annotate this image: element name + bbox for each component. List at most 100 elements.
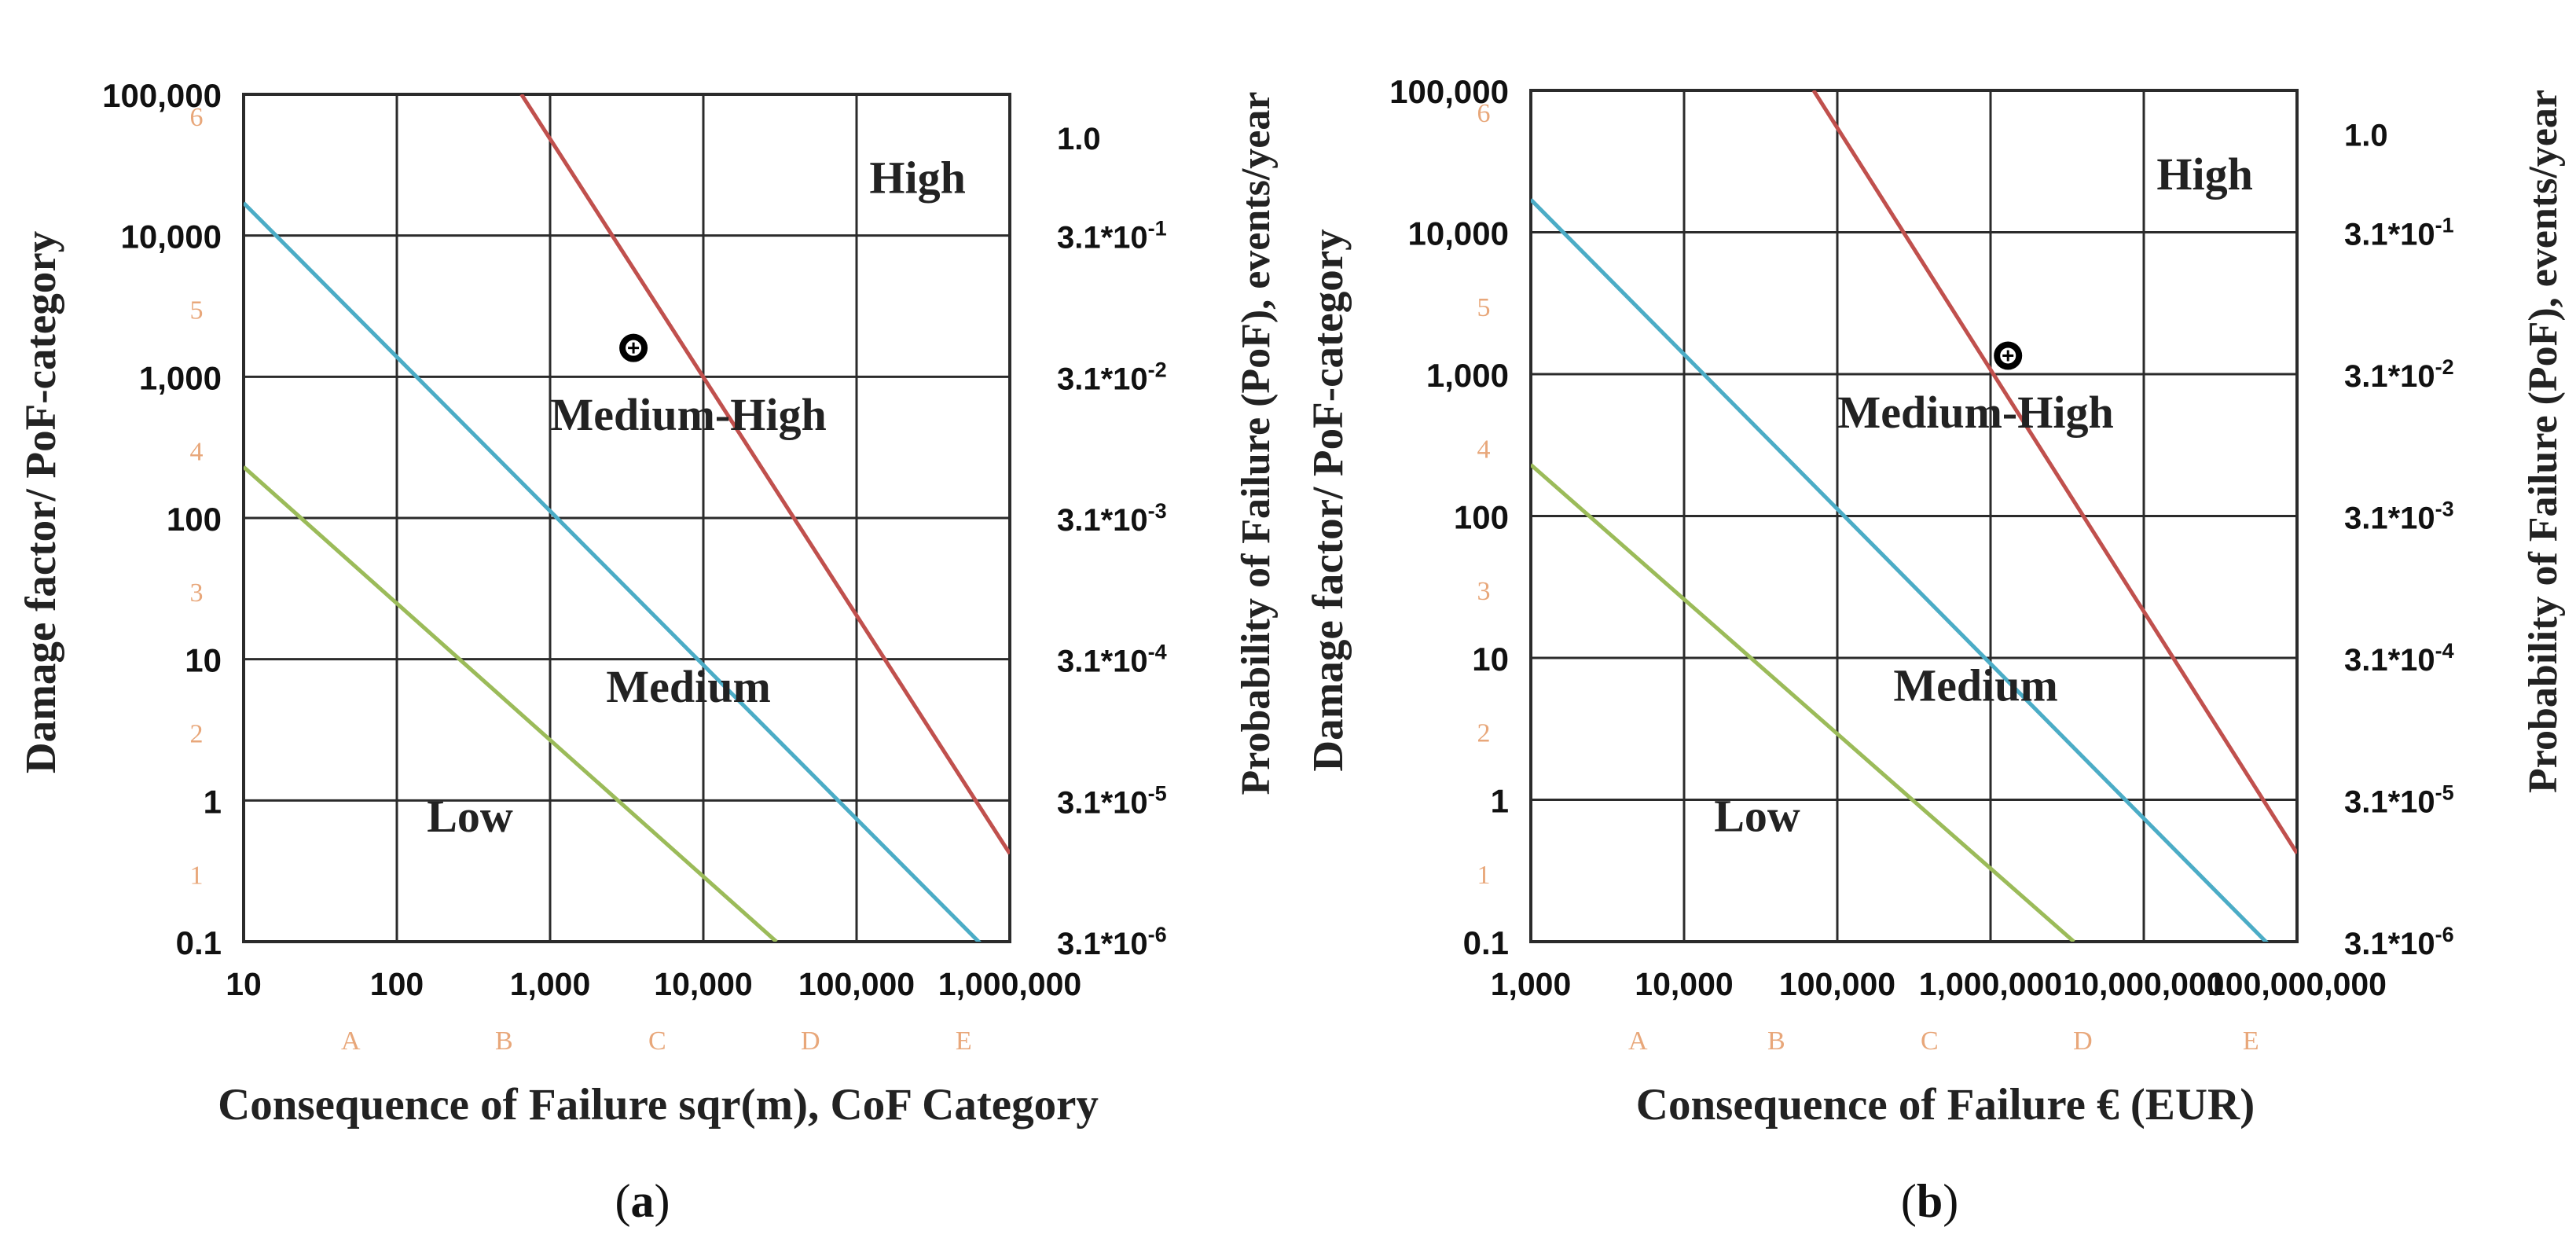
region-label-medium-high: Medium-High bbox=[1837, 387, 2113, 438]
right-tick-base: 3.1*10 bbox=[1057, 221, 1148, 255]
y-axis-title-right: Probability of Failure (PoF), events/yea… bbox=[1234, 92, 1279, 795]
right-tick-label: 3.1*10-5 bbox=[1057, 781, 1167, 820]
pof-category-label: 3 bbox=[1477, 577, 1491, 606]
right-tick-exponent: -3 bbox=[2435, 498, 2454, 521]
panel-a: High Medium-High Medium Low 0.1 1 10 100 1,000 10… bbox=[17, 77, 1279, 1227]
y-tick-label: 1,000 bbox=[1426, 357, 1509, 394]
right-tick-base: 1.0 bbox=[2344, 118, 2388, 152]
right-tick-exponent: -4 bbox=[2435, 639, 2454, 663]
pof-category-label: 2 bbox=[1477, 718, 1491, 748]
x-axis-title: Consequence of Failure sqr(m), CoF Categ… bbox=[218, 1080, 1099, 1130]
right-tick-label: 3.1*10-3 bbox=[1057, 499, 1167, 538]
y-tick-label: 100 bbox=[167, 501, 222, 538]
cof-category-label: D bbox=[801, 1027, 820, 1056]
pof-category-label: 1 bbox=[190, 861, 204, 890]
panel-caption-open: ( bbox=[1901, 1175, 1917, 1227]
y-tick-label: 10,000 bbox=[1408, 215, 1509, 252]
right-tick-base: 1.0 bbox=[1057, 122, 1101, 156]
pof-category-label: 3 bbox=[190, 579, 204, 608]
right-tick-label: 3.1*10-6 bbox=[1057, 923, 1167, 961]
y-tick-label: 10,000 bbox=[121, 219, 222, 255]
region-label-medium: Medium bbox=[1893, 659, 2057, 711]
pof-category-label: 5 bbox=[190, 296, 204, 325]
right-tick-label: 3.1*10-2 bbox=[1057, 358, 1167, 396]
right-tick-label: 3.1*10-4 bbox=[1057, 641, 1167, 679]
y-tick-label: 0.1 bbox=[1463, 924, 1509, 961]
right-tick-exponent: -6 bbox=[1148, 923, 1167, 946]
region-label-high: High bbox=[2156, 149, 2253, 200]
right-tick-label: 3.1*10-5 bbox=[2344, 781, 2454, 820]
right-tick-exponent: -1 bbox=[1148, 217, 1167, 241]
right-tick-exponent: -4 bbox=[1148, 641, 1167, 664]
series-line-medium-high-boundary bbox=[1531, 198, 2269, 942]
plot-frame bbox=[1529, 89, 2299, 943]
series-line-medium-boundary bbox=[244, 465, 778, 942]
y-tick-label: 1 bbox=[204, 783, 222, 820]
x-tick-label: 1,000 bbox=[1491, 966, 1572, 1002]
right-tick-label: 3.1*10-4 bbox=[2344, 639, 2454, 678]
right-tick-base: 3.1*10 bbox=[2344, 501, 2435, 536]
panel-caption-close: ) bbox=[655, 1175, 670, 1227]
pof-category-label: 5 bbox=[1477, 293, 1491, 322]
panel-caption: (a) bbox=[615, 1175, 670, 1227]
cof-category-label: A bbox=[1628, 1027, 1648, 1056]
cof-category-label: C bbox=[648, 1027, 666, 1056]
y-tick-label: 100 bbox=[1454, 499, 1509, 536]
right-tick-base: 3.1*10 bbox=[2344, 785, 2435, 820]
right-tick-label: 3.1*10-3 bbox=[2344, 498, 2454, 536]
right-tick-base: 3.1*10 bbox=[1057, 362, 1148, 396]
series-group bbox=[1531, 90, 2297, 942]
pof-category-label: 1 bbox=[1477, 861, 1491, 890]
cof-category-label: B bbox=[495, 1027, 513, 1056]
pof-category-label: 4 bbox=[190, 437, 204, 466]
x-tick-label: 10 bbox=[226, 966, 262, 1002]
x-tick-label: 1,000,000 bbox=[1919, 966, 2062, 1002]
y-tick-label: 100,000 bbox=[102, 77, 222, 114]
panel-caption: (b) bbox=[1901, 1175, 1958, 1227]
right-tick-exponent: -6 bbox=[2435, 923, 2454, 946]
right-tick-base: 3.1*10 bbox=[1057, 927, 1148, 961]
region-label-high: High bbox=[869, 152, 966, 204]
x-tick-label: 100,000 bbox=[798, 966, 915, 1002]
cof-category-label: B bbox=[1767, 1027, 1785, 1056]
x-tick-label: 1,000 bbox=[510, 966, 591, 1002]
series-line-high-boundary bbox=[519, 94, 1010, 855]
right-tick-label: 3.1*10-1 bbox=[1057, 217, 1167, 255]
right-tick-exponent: -1 bbox=[2435, 214, 2454, 237]
right-tick-exponent: -2 bbox=[1148, 358, 1167, 381]
right-tick-base: 3.1*10 bbox=[1057, 785, 1148, 820]
panel-caption-letter: a bbox=[631, 1175, 655, 1227]
y-axis-title-left: Damage factor/ PoF-category bbox=[1304, 229, 1352, 771]
right-tick-exponent: -3 bbox=[1148, 499, 1167, 523]
plot-frame bbox=[242, 93, 1011, 943]
series-line-medium-high-boundary bbox=[244, 201, 982, 942]
x-axis-title: Consequence of Failure € (EUR) bbox=[1636, 1080, 2255, 1130]
panel-caption-letter: b bbox=[1917, 1175, 1943, 1227]
y-tick-label: 10 bbox=[185, 642, 222, 679]
y-tick-label: 10 bbox=[1472, 641, 1509, 678]
y-tick-label: 1,000 bbox=[139, 359, 222, 396]
right-tick-label: 3.1*10-2 bbox=[2344, 355, 2454, 394]
y-axis-title-right: Probability of Failure (PoF), events/yea… bbox=[2521, 90, 2566, 793]
series-line-high-boundary bbox=[1811, 90, 2297, 854]
x-tick-label: 10,000,000 bbox=[2063, 966, 2224, 1002]
right-tick-base: 3.1*10 bbox=[2344, 218, 2435, 252]
region-label-medium-high: Medium-High bbox=[550, 389, 826, 440]
x-tick-label: 10,000 bbox=[1635, 966, 1733, 1002]
cof-category-label: A bbox=[341, 1027, 361, 1056]
x-tick-label: 100,000 bbox=[1779, 966, 1895, 1002]
right-tick-label: 3.1*10-1 bbox=[2344, 214, 2454, 252]
right-tick-exponent: -5 bbox=[1148, 781, 1167, 805]
pof-category-label: 6 bbox=[190, 103, 204, 132]
right-tick-exponent: -5 bbox=[2435, 781, 2454, 805]
right-tick-label: 1.0 bbox=[1057, 122, 1101, 156]
pof-category-label: 2 bbox=[190, 720, 204, 749]
right-tick-label: 3.1*10-6 bbox=[2344, 923, 2454, 961]
right-tick-exponent: -2 bbox=[2435, 355, 2454, 379]
right-tick-base: 3.1*10 bbox=[2344, 359, 2435, 394]
series-group bbox=[244, 94, 1010, 942]
y-tick-label: 100,000 bbox=[1389, 73, 1509, 110]
y-tick-label: 0.1 bbox=[176, 924, 222, 961]
region-label-low: Low bbox=[427, 791, 513, 842]
